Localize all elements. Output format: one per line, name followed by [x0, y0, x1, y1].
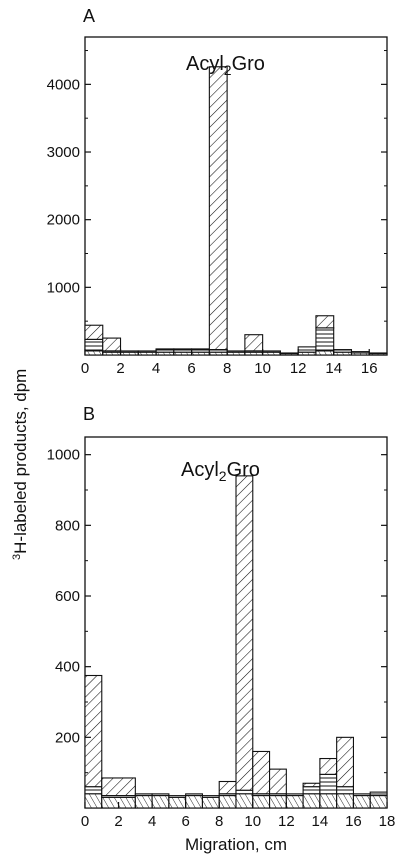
panel-a-bar-base-9: [244, 351, 264, 356]
panel-b-bar-top-1: [101, 777, 136, 797]
panel-b-x-tick-label-1: 2: [114, 813, 122, 830]
panel-a-ticks: 0 2 4 6 8 10 12 14 16 1000 2000 3000 4000: [47, 50, 387, 377]
panel-a-y-tick-label-3: 4000: [47, 76, 80, 93]
panel-b-letter: B: [83, 404, 95, 424]
panel-b-x-tick-label-9: 18: [379, 813, 396, 830]
y-axis-title: 3H-labeled products, dpm: [11, 369, 30, 560]
panel-a-x-tick-label-6: 12: [290, 360, 307, 377]
panel-b: B 0 2 4 6 8 10 12 14 16 18 200 400 600 800 1000 Acyl2G…: [47, 404, 396, 830]
panel-a-bar-base-14: [333, 351, 353, 356]
panel-a-y-tick-label-1: 2000: [47, 212, 80, 229]
panel-b-bar-base-15: [352, 795, 371, 809]
panel-a-bar-base-10: [262, 351, 281, 356]
panel-a-x-tick-label-8: 16: [361, 360, 378, 377]
panel-a-bar-mid-0: [84, 338, 104, 352]
panel-a-x-tick-label-3: 6: [187, 360, 195, 377]
panel-a-bar-base-13: [315, 350, 335, 356]
panel-a-x-tick-label-4: 8: [223, 360, 231, 377]
panel-a-bar-top-7: [208, 66, 228, 351]
panel-a-bars: [84, 66, 388, 356]
panel-a-letter: A: [83, 6, 95, 26]
panel-b-y-tick-label-3: 800: [55, 517, 80, 534]
panel-b-bar-top-10: [269, 768, 287, 795]
panel-a-bar-base-7: [208, 351, 228, 356]
panel-b-x-tick-label-0: 0: [81, 813, 89, 830]
panel-a-annotation: Acyl2Gro: [186, 53, 265, 78]
panel-a-x-tick-label-2: 4: [152, 360, 160, 377]
panel-b-bar-base-7: [218, 795, 237, 809]
panel-a-frame: [84, 36, 388, 356]
panel-b-bar-top-7: [218, 780, 237, 795]
panel-b-annotation: Acyl2Gro: [181, 459, 260, 484]
panel-b-x-tick-label-6: 12: [278, 813, 295, 830]
panel-a-bar-base-3: [137, 351, 157, 356]
panel-b-y-tick-label-4: 1000: [47, 447, 80, 464]
panel-b-bar-top-8: [235, 475, 254, 791]
panel-b-bar-mid-12: [302, 786, 321, 795]
panel-b-bar-mid-13: [319, 773, 338, 795]
panel-a-x-tick-label-5: 10: [254, 360, 271, 377]
panel-a-bar-base-1: [102, 351, 122, 356]
panel-b-bar-base-2: [134, 795, 153, 809]
panel-b-bar-top-13: [319, 757, 338, 775]
panel-a-bar-base-12: [297, 351, 317, 356]
panel-b-bar-base-16: [369, 795, 388, 809]
panel-b-x-tick-label-8: 16: [345, 813, 362, 830]
panel-a-bar-base-4: [155, 351, 175, 356]
panel-b-bar-base-5: [185, 795, 203, 809]
panel-a-x-tick-label-7: 14: [325, 360, 342, 377]
panel-b-bar-mid-0: [84, 786, 103, 795]
x-axis-title: Migration, cm: [185, 835, 287, 854]
panel-b-bar-base-11: [285, 795, 304, 809]
panel-a-bar-mid-12: [297, 346, 317, 353]
panel-b-bar-base-9: [252, 795, 271, 809]
panel-b-bar-top-9: [252, 750, 271, 795]
panel-b-y-tick-label-2: 600: [55, 588, 80, 605]
panel-b-bar-base-12: [302, 793, 321, 809]
panel-a-bar-base-5: [173, 351, 193, 356]
panel-a-y-tick-label-2: 3000: [47, 144, 80, 161]
panel-a-bar-base-6: [191, 351, 210, 356]
panel-b-bar-base-6: [201, 796, 220, 809]
panel-b-bars: [84, 475, 388, 809]
panel-a-bar-top-0: [84, 324, 104, 340]
panel-b-bar-mid-14: [336, 786, 354, 795]
panel-a-bar-top-9: [244, 334, 264, 352]
panel-a-bar-base-8: [226, 351, 246, 356]
panel-a-bar-top-1: [102, 337, 122, 352]
panel-a-bar-base-16: [368, 353, 388, 356]
panel-b-bar-top-14: [336, 736, 354, 788]
panel-a-x-tick-label-0: 0: [81, 360, 89, 377]
panel-b-ticks: 0 2 4 6 8 10 12 14 16 18 200 400 600 800 1000: [47, 447, 396, 830]
panel-b-bar-base-13: [319, 793, 338, 809]
panel-b-y-tick-label-1: 400: [55, 659, 80, 676]
panel-a: A 0 2 4 6 8 10 12 14 16 1000 2000 3000 4000 Acyl2Gro: [47, 6, 388, 377]
panel-a-bar-base-15: [350, 352, 370, 356]
panel-b-bar-base-3: [151, 795, 170, 809]
panel-a-bar-top-13: [315, 315, 335, 329]
panel-b-bar-base-10: [269, 795, 287, 809]
panel-a-y-tick-label-0: 1000: [47, 279, 80, 296]
panel-b-bar-base-8: [235, 793, 254, 809]
panel-a-bar-mid-13: [315, 327, 335, 352]
panel-b-x-tick-label-5: 10: [244, 813, 261, 830]
panel-b-bar-base-14: [336, 793, 354, 809]
panel-b-x-tick-label-4: 8: [215, 813, 223, 830]
panel-b-bar-base-4: [168, 796, 187, 809]
panel-b-x-tick-label-7: 14: [312, 813, 329, 830]
panel-b-bar-base-0: [84, 793, 103, 809]
panel-a-bar-base-2: [119, 351, 139, 356]
panel-b-bar-top-0: [84, 674, 103, 788]
panel-b-y-tick-label-0: 200: [55, 729, 80, 746]
panel-a-bar-base-11: [279, 353, 299, 356]
panel-b-x-tick-label-2: 4: [148, 813, 156, 830]
panel-b-x-tick-label-3: 6: [181, 813, 189, 830]
panel-a-x-tick-label-1: 2: [116, 360, 124, 377]
panel-a-bar-base-0: [84, 350, 104, 356]
